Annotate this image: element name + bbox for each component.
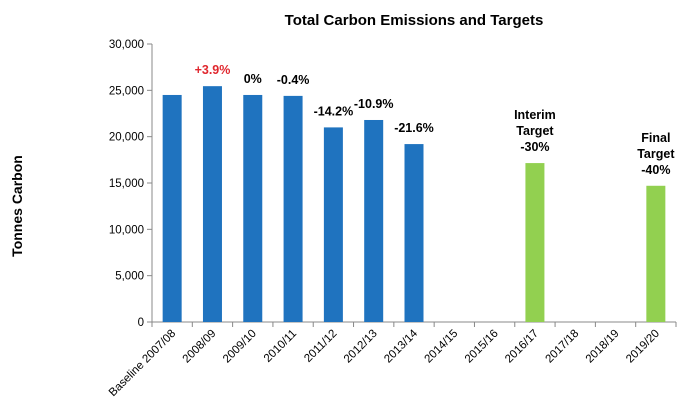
emissions-bar	[162, 94, 182, 322]
bar-annotation: -14.2%	[314, 104, 354, 118]
emissions-bar	[404, 144, 424, 322]
bar-annotation: -0.4%	[277, 73, 310, 87]
y-tick-label: 20,000	[109, 132, 144, 144]
bar-annotation: 0%	[244, 72, 262, 86]
bar-annotation: -10.9%	[354, 97, 394, 111]
emissions-bar	[243, 94, 263, 322]
x-tick-label: 2009/10	[221, 328, 259, 366]
bar-annotation: Interim	[514, 108, 556, 122]
y-tick-label: 10,000	[109, 224, 144, 236]
bar-annotation: -40%	[641, 163, 670, 177]
y-tick-label: 0	[138, 317, 144, 329]
y-axis-ticks: 0 5,000 10,000 15,000 20,000 25,000 30,000	[109, 39, 152, 329]
y-tick-label: 15,000	[109, 178, 144, 190]
emissions-bar	[323, 127, 343, 323]
y-tick-label: 25,000	[109, 85, 144, 97]
bars	[162, 86, 666, 323]
bar-annotation: Target	[516, 124, 554, 138]
bar-annotation: Final	[641, 131, 670, 145]
emissions-bar	[364, 119, 384, 322]
x-axis-ticks: Baseline 2007/08 2008/09 2009/10 2010/11 201…	[107, 322, 677, 399]
bar-annotation: -21.6%	[394, 121, 434, 135]
bar-annotations: +3.9% 0% -0.4% -14.2%-10.9%-21.6% Interim Tar…	[195, 63, 676, 177]
bar-annotation: +3.9%	[195, 63, 231, 77]
emissions-bar	[202, 86, 222, 322]
bar-annotation: Target	[637, 147, 675, 161]
y-axis-label: Tonnes Carbon	[9, 155, 25, 257]
x-tick-label: 2016/17	[503, 328, 541, 366]
x-tick-label: 2019/20	[624, 328, 662, 366]
x-tick-label: 2018/19	[584, 328, 622, 366]
y-tick-label: 5,000	[115, 271, 144, 283]
target-bar	[525, 163, 545, 322]
target-bar	[646, 185, 666, 322]
x-tick-label: 2017/18	[543, 328, 581, 366]
x-tick-label: 2013/14	[382, 327, 420, 365]
x-tick-label: 2015/16	[463, 328, 501, 366]
x-tick-label: 2014/15	[423, 328, 461, 366]
x-tick-label: 2012/13	[342, 328, 380, 366]
x-tick-label: 2008/09	[181, 328, 219, 366]
emissions-bar	[283, 95, 303, 322]
x-tick-label: 2010/11	[262, 328, 299, 365]
bar-annotation: -30%	[520, 140, 549, 154]
y-tick-label: 30,000	[109, 39, 144, 51]
x-tick-label: Baseline 2007/08	[107, 328, 178, 399]
chart-title: Total Carbon Emissions and Targets	[285, 12, 544, 29]
x-tick-label: 2011/12	[302, 328, 339, 365]
